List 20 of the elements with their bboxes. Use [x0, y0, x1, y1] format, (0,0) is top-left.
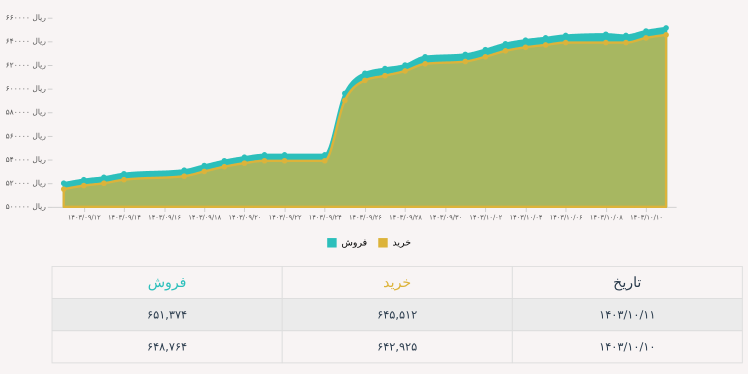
text: ۶۴۵,۵۱۲ — [377, 307, 418, 322]
y-tick-label: ۶۶۰۰۰۰ ریال — [6, 13, 46, 22]
y-tick-label: ۶۴۰۰۰۰ ریال — [6, 36, 46, 46]
y-tick-label: ۶۰۰۰۰۰ ریال — [6, 84, 46, 94]
text: ۱۴۰۳/۱۰/۱۱ — [599, 307, 656, 322]
text: خرید — [383, 275, 412, 292]
legend-label: فروش — [341, 238, 368, 249]
y-tick-label: ۶۲۰۰۰۰ ریال — [6, 60, 46, 70]
text: ۶۴۲,۹۲۵ — [377, 340, 418, 354]
text: فروش — [148, 275, 186, 292]
text: ۱۴۰۳/۱۰/۱۰ — [599, 340, 656, 354]
y-tick-label: ۵۴۰۰۰۰ ریال — [6, 154, 46, 164]
y-tick-label: ۵۰۰۰۰۰ ریال — [6, 202, 46, 212]
legend-label: خرید — [392, 238, 412, 249]
text: تاریخ — [613, 275, 642, 292]
text: ۶۴۸,۷۶۴ — [147, 340, 188, 354]
text: ۶۵۱,۳۷۴ — [147, 307, 188, 322]
y-tick-label: ۵۲۰۰۰۰ ریال — [6, 178, 46, 188]
y-tick-label: ۵۸۰۰۰۰ ریال — [6, 108, 46, 117]
y-tick-label: ۵۶۰۰۰۰ ریال — [6, 131, 46, 140]
